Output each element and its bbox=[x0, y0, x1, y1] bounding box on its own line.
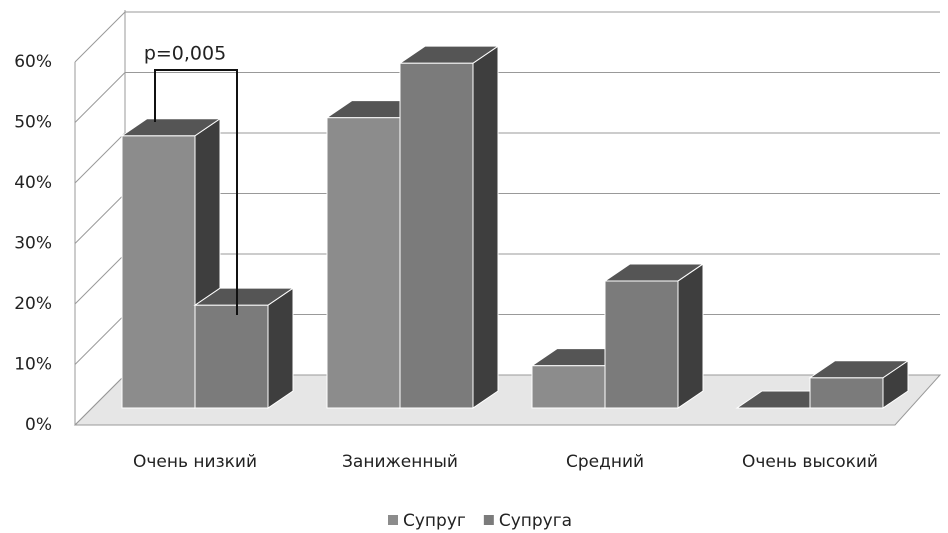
y-tick-label: 20% bbox=[14, 294, 52, 314]
grid-line bbox=[74, 374, 126, 426]
bar bbox=[399, 62, 474, 409]
y-tick-label: 40% bbox=[14, 173, 52, 193]
bar bbox=[194, 304, 269, 409]
grid-line bbox=[74, 314, 126, 365]
grid-line bbox=[74, 72, 126, 123]
bar-side bbox=[267, 287, 294, 409]
bar-top bbox=[120, 118, 222, 137]
y-tick-label: 60% bbox=[14, 52, 52, 72]
grid-line bbox=[74, 132, 126, 184]
grid-line bbox=[74, 11, 126, 63]
bar-top bbox=[193, 287, 295, 306]
bar bbox=[531, 365, 606, 409]
x-tick-label: Очень высокий bbox=[742, 452, 878, 472]
legend-label: Супруга bbox=[499, 511, 572, 531]
x-tick-label: Средний bbox=[566, 452, 644, 472]
legend-swatch bbox=[483, 515, 494, 525]
legend-label: Супруг bbox=[403, 511, 466, 531]
bar bbox=[121, 135, 196, 409]
bar-side bbox=[677, 263, 704, 409]
grid-line bbox=[74, 193, 126, 244]
grid-line bbox=[74, 253, 126, 305]
bar-top bbox=[808, 360, 910, 379]
annotation-bracket bbox=[154, 69, 238, 315]
bar bbox=[809, 377, 884, 409]
bar-side bbox=[472, 45, 499, 409]
bar-top bbox=[398, 45, 500, 64]
annotation: p=0,005 bbox=[144, 43, 226, 65]
x-tick-label: Заниженный bbox=[342, 452, 458, 472]
y-tick-label: 30% bbox=[14, 234, 52, 254]
y-tick-label: 50% bbox=[14, 113, 52, 133]
bar bbox=[326, 117, 401, 409]
plot bbox=[74, 11, 940, 426]
legend-swatch bbox=[388, 515, 398, 525]
y-tick-label: 0% bbox=[25, 415, 52, 435]
bar-top bbox=[603, 263, 705, 282]
bar bbox=[604, 280, 679, 409]
x-tick-label: Очень низкий bbox=[133, 452, 257, 472]
y-tick-label: 10% bbox=[14, 355, 52, 375]
